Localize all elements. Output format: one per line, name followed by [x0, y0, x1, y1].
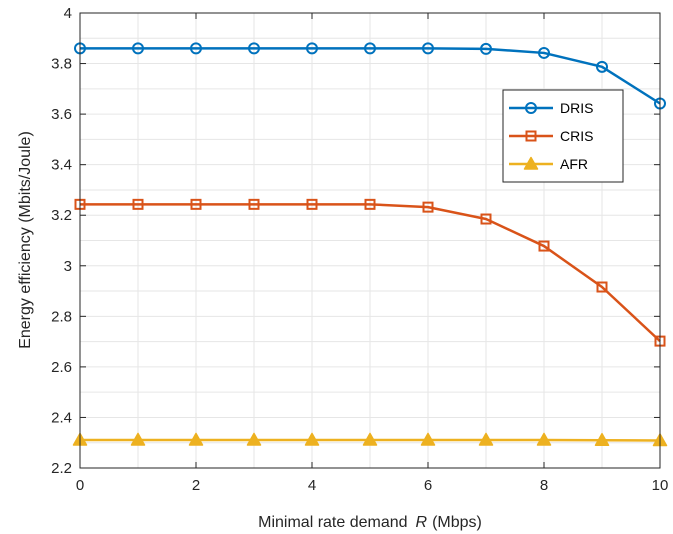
data-point-afr: [594, 432, 610, 446]
data-point-dris: [190, 42, 202, 55]
ticks: [79, 12, 661, 469]
x-tick-label: 10: [652, 477, 669, 494]
legend-marker-dris: [525, 102, 537, 114]
data-point-afr: [188, 432, 204, 446]
legend-item-cris: CRIS: [509, 128, 593, 144]
x-axis-label: Minimal rate demand R (Mbps): [258, 514, 482, 531]
data-point-cris: [538, 240, 550, 252]
series-layer: [72, 42, 668, 447]
data-point-cris: [306, 198, 318, 210]
legend: DRIS CRIS AFR: [502, 89, 624, 183]
data-point-dris: [132, 42, 144, 55]
series-dris: [74, 42, 666, 110]
y-tick-label: 4: [64, 5, 72, 22]
y-tick-label: 3.6: [51, 106, 72, 123]
series-afr: [72, 432, 668, 447]
data-point-afr: [536, 432, 552, 446]
y-tick-label: 2.6: [51, 359, 72, 376]
x-tick-label: 2: [192, 477, 200, 494]
data-point-afr: [304, 432, 320, 446]
data-point-afr: [130, 432, 146, 446]
data-point-cris: [132, 198, 144, 210]
x-axis-label-main: Minimal rate demand: [258, 514, 407, 531]
data-point-dris: [248, 42, 260, 55]
series-line-cris: [80, 203, 661, 343]
y-tick-label: 3: [64, 258, 72, 275]
legend-marker-cris: [525, 130, 537, 142]
data-point-cris: [480, 213, 492, 225]
data-point-dris: [596, 60, 608, 73]
data-point-cris: [596, 281, 608, 293]
data-point-afr: [420, 432, 436, 446]
x-tick-label: 4: [308, 477, 316, 494]
x-axis-label-unit: (Mbps): [432, 514, 482, 531]
legend-item-dris: DRIS: [509, 100, 593, 116]
legend-label-afr: AFR: [560, 156, 588, 172]
data-point-cris: [248, 198, 260, 210]
data-point-dris: [422, 42, 434, 55]
series-line-dris: [80, 47, 661, 105]
x-tick-label: 8: [540, 477, 548, 494]
legend-label-dris: DRIS: [560, 100, 593, 116]
y-tick-label: 3.2: [51, 207, 72, 224]
data-point-dris: [364, 42, 376, 55]
data-point-cris: [422, 201, 434, 213]
data-point-cris: [364, 198, 376, 210]
legend-marker-afr: [523, 156, 539, 170]
x-tick-label: 0: [76, 477, 84, 494]
plot-frame: [79, 12, 661, 469]
data-point-afr: [478, 432, 494, 446]
y-axis-label: Energy efficiency (Mbits/Joule): [17, 131, 34, 349]
data-point-dris: [480, 42, 492, 55]
legend-label-cris: CRIS: [560, 128, 593, 144]
y-tick-label: 2.8: [51, 308, 72, 325]
x-tick-label: 6: [424, 477, 432, 494]
data-point-afr: [246, 432, 262, 446]
data-point-afr: [362, 432, 378, 446]
data-point-dris: [538, 46, 550, 59]
tick-labels: 0 2 4 6 8 10 2.2 2.4 2.6 2.8 3 3.2 3.4 3.6 3.8 4: [51, 5, 668, 494]
y-tick-label: 3.8: [51, 56, 72, 73]
y-tick-label: 3.4: [51, 157, 72, 174]
y-tick-label: 2.4: [51, 409, 72, 426]
y-tick-label: 2.2: [51, 460, 72, 477]
data-point-cris: [190, 198, 202, 210]
legend-item-afr: AFR: [509, 156, 588, 172]
data-point-dris: [306, 42, 318, 55]
x-axis-label-variable: R: [416, 514, 428, 531]
